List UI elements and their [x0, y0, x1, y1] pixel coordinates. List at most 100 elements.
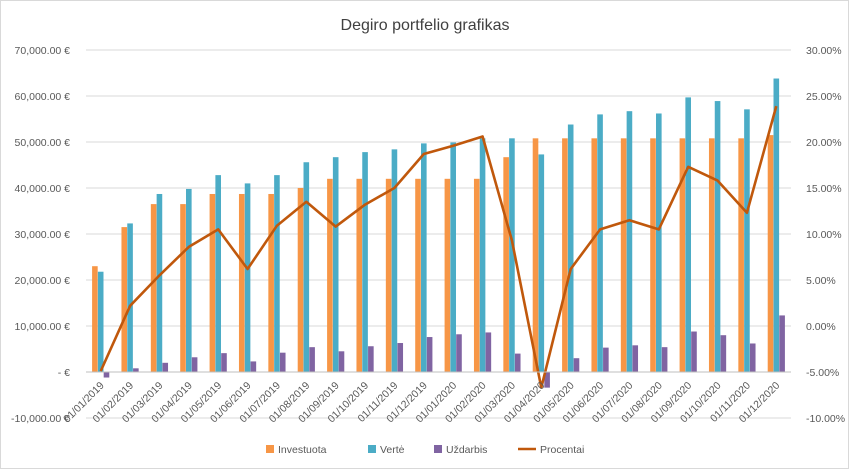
bar-uždarbis — [632, 345, 639, 372]
y-left-tick-label: 30,000.00 € — [15, 229, 71, 241]
bar-vertė — [685, 97, 691, 372]
gridlines — [86, 49, 791, 419]
bar-uždarbis — [514, 353, 521, 372]
bar-investuota — [209, 193, 216, 372]
legend-label: Uždarbis — [446, 444, 487, 456]
bar-uždarbis — [749, 343, 756, 372]
legend-label: Vertė — [380, 444, 405, 456]
y-left-tick-label: 20,000.00 € — [15, 275, 71, 287]
bar-investuota — [92, 266, 98, 372]
bar-uždarbis — [279, 352, 286, 372]
legend-swatch — [368, 445, 376, 453]
bar-investuota — [415, 178, 421, 372]
bar-uždarbis — [309, 347, 315, 372]
bar-uždarbis — [133, 368, 139, 372]
bar-vertė — [626, 111, 633, 373]
bar-vertė — [509, 138, 515, 372]
bar-vertė — [538, 154, 545, 372]
bar-uždarbis — [368, 346, 374, 372]
bar-vertė — [362, 152, 368, 372]
bar-vertė — [421, 143, 427, 372]
y-left-tick-label: 70,000.00 € — [15, 45, 71, 57]
y-left-tick-label: 50,000.00 € — [15, 137, 71, 149]
bar-investuota — [356, 178, 363, 372]
bar-investuota — [620, 138, 627, 372]
bar-vertė — [156, 193, 163, 372]
bar-investuota — [708, 138, 715, 372]
bar-vertė — [97, 271, 104, 372]
bar-vertė — [186, 188, 192, 372]
bar-vertė — [714, 101, 721, 372]
y-right-tick-label: 20.00% — [806, 137, 842, 149]
bar-investuota — [473, 178, 480, 372]
bar-uždarbis — [338, 351, 345, 372]
y-left-tick-label: 10,000.00 € — [15, 321, 71, 333]
bar-vertė — [332, 157, 339, 372]
bar-uždarbis — [691, 331, 697, 372]
bar-uždarbis — [426, 337, 433, 372]
bar-uždarbis — [661, 347, 668, 372]
y-right-tick-label: 0.00% — [806, 321, 836, 333]
bar-vertė — [244, 183, 251, 372]
y-right-tick-label: -10.00% — [806, 413, 845, 425]
bar-vertė — [127, 223, 133, 372]
bar-vertė — [656, 113, 662, 372]
bar-uždarbis — [103, 372, 110, 378]
bar-vertė — [773, 78, 780, 373]
legend-swatch — [434, 445, 442, 453]
legend-label: Investuota — [278, 444, 327, 456]
y-left-tick-label: -10,000.00 € — [11, 413, 70, 425]
bar-investuota — [738, 138, 744, 372]
y-right-tick-label: 15.00% — [806, 183, 842, 195]
line-procentai — [99, 105, 778, 389]
bar-uždarbis — [544, 372, 550, 388]
bar-vertė — [597, 114, 603, 373]
bar-investuota — [238, 193, 245, 372]
chart-title: Degiro portfelio grafikas — [341, 17, 510, 34]
bar-uždarbis — [397, 343, 404, 372]
bar-investuota — [767, 135, 774, 372]
bar-investuota — [121, 227, 128, 372]
bar-investuota — [385, 178, 392, 372]
legend-label: Procentai — [540, 444, 584, 456]
bar-vertė — [744, 109, 750, 372]
y-left-tick-label: - € — [58, 367, 70, 379]
y-left-tick-label: 60,000.00 € — [15, 91, 71, 103]
y-right-tick-label: 25.00% — [806, 91, 842, 103]
bar-vertė — [567, 124, 574, 373]
y-right-tick-label: 5.00% — [806, 275, 836, 287]
bar-investuota — [679, 138, 686, 372]
bar-investuota — [150, 204, 157, 372]
bar-vertė — [479, 138, 486, 372]
bar-vertė — [450, 142, 456, 372]
bar-vertė — [215, 175, 221, 372]
bar-uždarbis — [221, 353, 227, 372]
bar-uždarbis — [603, 347, 609, 372]
bar-vertė — [274, 175, 280, 372]
bar-uždarbis — [779, 315, 785, 372]
bar-uždarbis — [250, 361, 257, 372]
legend: Investuota Vertė Uždarbis Procentai — [266, 444, 584, 456]
bar-investuota — [532, 138, 539, 372]
bar-vertė — [391, 149, 398, 372]
bar-vertė — [303, 162, 310, 372]
bar-uždarbis — [573, 358, 580, 372]
bar-investuota — [562, 138, 568, 372]
bar-uždarbis — [720, 335, 727, 372]
bar-investuota — [591, 138, 598, 372]
bar-investuota — [444, 178, 451, 372]
bar-investuota — [327, 178, 333, 372]
bar-uždarbis — [162, 362, 169, 372]
y-right-tick-label: 30.00% — [806, 45, 842, 57]
bar-investuota — [297, 188, 304, 372]
bar-uždarbis — [456, 334, 462, 372]
bars — [92, 78, 785, 388]
y-right-tick-label: 10.00% — [806, 229, 842, 241]
bar-investuota — [268, 193, 274, 372]
bar-investuota — [650, 138, 656, 372]
bar-investuota — [503, 157, 509, 372]
bar-uždarbis — [485, 332, 492, 372]
y-left-tick-label: 40,000.00 € — [15, 183, 71, 195]
